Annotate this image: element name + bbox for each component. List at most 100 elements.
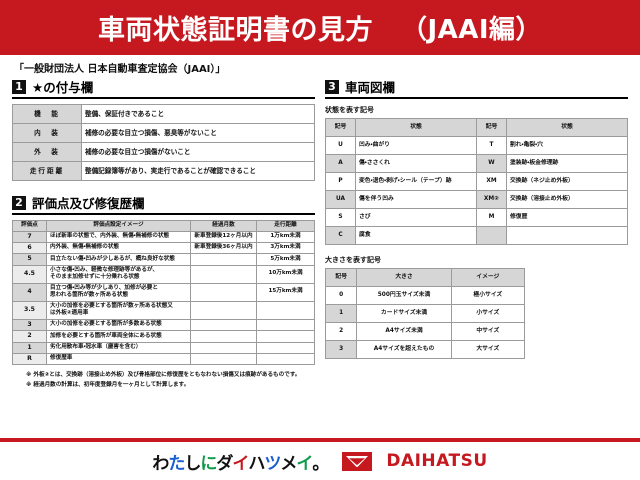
evaluation-image: ほぼ新車の状態で、内外装、無傷・無補修の状態 [46,230,191,243]
state-desc-right: 交換跡（溶接止め外板） [506,190,628,209]
section-1-heading: 1 ★の付与欄 [12,77,315,99]
mileage [256,300,315,320]
elapsed-months [190,264,257,284]
criteria-text: 補修の必要な目立つ損傷がないこと [81,142,315,162]
evaluation-score: 3 [12,318,47,332]
table-row: 1 カードサイズ未満 小サイズ [324,304,526,323]
table-row: R 修復歴車 [12,352,315,366]
column-header: 大きさ [356,268,452,287]
column-header: 状態 [506,118,628,137]
size-image-label: 大サイズ [450,340,526,359]
slogan-char: ツ [264,453,281,474]
evaluation-image: 劣化用散布車・冠水車（塵害を含む） [46,341,191,355]
right-column: 3 車両図欄 状態を表す記号 記号 状態 記号 状態 U 凹み・曲がり T 割れ・亀裂… [324,77,628,390]
criteria-label: 外 装 [12,142,82,162]
table-row: A 傷・ささくれ W 塗装跡・板金修理跡 [325,154,628,173]
daihatsu-slogan: わたしにダイハツメイ。 [152,449,329,474]
evaluation-score: 7 [12,230,47,243]
table-row: U 凹み・曲がり T 割れ・亀裂・穴 [325,136,628,155]
size-symbol: 0 [324,286,358,305]
evaluation-score: R [12,352,47,366]
footnote-2: ※ 経過月数の計算は、初年度登録月を一ヶ月として計算します。 [26,381,190,388]
mileage [256,330,315,343]
evaluation-image: 大小の加修を必要とする箇所が多数ある状態 [46,318,191,332]
daihatsu-brand-name: DAIHATSU [386,451,488,471]
state-desc-right: 割れ・亀裂・穴 [506,136,628,155]
table-header-row: 記号 大きさ イメージ [324,268,526,287]
section-2-number: 2 [12,195,26,210]
state-desc-right: 修復歴 [506,208,628,227]
criteria-text: 整備、保証付きであること [81,104,315,124]
table-row: 7 ほぼ新車の状態で、内外装、無傷・無補修の状態 新車登録後12ヶ月以内 1万k… [12,230,315,243]
mileage: 15万km未満 [256,282,315,302]
mileage: 1万km未満 [256,230,315,243]
slogan-char: わ [152,453,169,474]
size-description: A4サイズ未満 [356,322,452,341]
size-image-label: 中サイズ [450,322,526,341]
daihatsu-logo-icon [342,451,373,471]
size-description: 500円玉サイズ未満 [356,286,452,305]
title-main: 車両状態証明書の見方 [97,15,373,46]
state-symbol-left: U [325,136,356,155]
slogan-char: 。 [312,453,329,474]
criteria-text: 補修の必要な目立つ損傷、悪臭等がないこと [81,123,315,143]
state-symbol-left: S [325,208,356,227]
slogan-char: イ [232,453,249,474]
column-header: イメージ [450,268,526,287]
state-symbol-left: A [325,154,356,173]
section-1-number: 1 [12,79,26,94]
table-row: 4.5 小さな傷・凹み、軽微な修理跡等があるが、 そのまま加修せずに十分乗れる状態… [12,264,315,284]
evaluation-score-table: 評価点 評価点設定イメージ 経過月数 走行距離 7 ほぼ新車の状態で、内外装、無傷・無… [12,220,315,366]
table-row: 4 目立つ傷・凹み等が少しあり、加修が必要と 思われる箇所が数ヶ所ある状態 15万… [12,282,315,302]
criteria-label: 走行距離 [12,161,82,181]
state-desc-left: 傷を伴う凹み [355,190,477,209]
state-desc-left: 傷・ささくれ [355,154,477,173]
size-symbol: 2 [324,322,358,341]
evaluation-image: 修復歴車 [46,352,191,366]
table-row: 内 装 補修の必要な目立つ損傷、悪臭等がないこと [12,123,315,143]
table-row: 3.5 大小の加修を必要とする箇所が数ヶ所ある状態又 は外板②適用車 [12,300,315,320]
size-symbol: 3 [324,340,358,359]
evaluation-image: 目立たない傷・凹みが少しあるが、概ね良好な状態 [46,253,191,266]
column-header: 評価点設定イメージ [46,220,191,232]
elapsed-months [190,318,257,332]
table-row: 0 500円玉サイズ未満 極小サイズ [324,286,526,305]
evaluation-image: 小さな傷・凹み、軽微な修理跡等があるが、 そのまま加修せずに十分乗れる状態 [46,264,191,284]
state-symbol-right [476,226,507,245]
table-row: 2 加修を必要とする箇所が車両全体にある状態 [12,330,315,343]
section-1-title: ★の付与欄 [32,80,94,95]
evaluation-score: 1 [12,341,47,355]
slogan-char: に [200,453,217,474]
slogan-char: ハ [248,453,265,474]
evaluation-score: 3.5 [12,300,47,320]
evaluation-score: 2 [12,330,47,343]
state-symbol-left: UA [325,190,356,209]
elapsed-months [190,341,257,355]
state-desc-right: 塗装跡・板金修理跡 [506,154,628,173]
criteria-text: 整備記録簿等があり、実走行であることが確認できること [81,161,315,181]
section-3-heading: 3 車両図欄 [325,77,628,99]
section-2-title: 評価点及び修復歴欄 [32,196,145,211]
column-header: 走行距離 [256,220,315,232]
elapsed-months: 新車登録後36ヶ月以内 [190,241,257,255]
size-image-label: 小サイズ [450,304,526,323]
header-banner: 車両状態証明書の見方 （JAAI編） [0,0,640,55]
table-header-row: 評価点 評価点設定イメージ 経過月数 走行距離 [12,220,315,232]
size-description: A4サイズを超えたもの [356,340,452,359]
state-symbol-left: C [325,226,356,245]
table-row: 5 目立たない傷・凹みが少しあるが、概ね良好な状態 5万km未満 [12,253,315,266]
section-3-title: 車両図欄 [345,80,396,95]
evaluation-score: 5 [12,253,47,266]
state-desc-left: 腐食 [355,226,477,245]
organization-line: 「一般財団法人 日本自動車査定協会（JAAI）」 [14,64,226,75]
slogan-char: ダ [216,453,233,474]
state-symbols-caption: 状態を表す記号 [325,106,374,114]
state-symbol-right: T [476,136,507,155]
footer-logo-row: わたしにダイハツメイ。 DAIHATSU [0,442,640,480]
elapsed-months [190,282,257,302]
state-symbol-right: W [476,154,507,173]
size-description: カードサイズ未満 [356,304,452,323]
evaluation-score: 4 [12,282,47,302]
column-header: 記号 [476,118,507,137]
state-symbols-table: 記号 状態 記号 状態 U 凹み・曲がり T 割れ・亀裂・穴 A 傷・ささくれ W 塗… [325,118,628,245]
